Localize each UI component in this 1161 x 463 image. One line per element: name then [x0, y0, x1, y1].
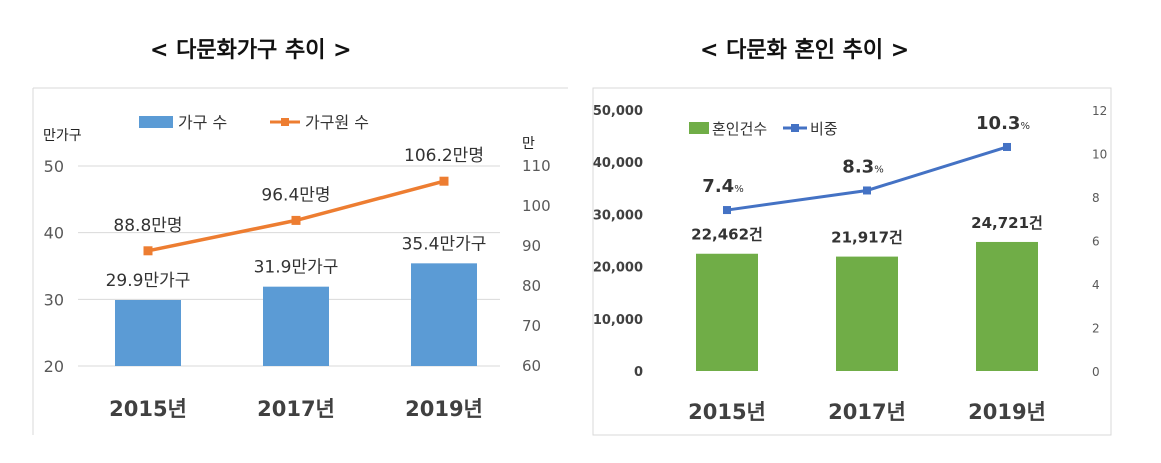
bar-data-label: 24,721건	[971, 214, 1043, 232]
y2-tick-label: 90	[522, 237, 541, 255]
legend-label: 가구원 수	[305, 113, 369, 132]
y-tick-label: 10,000	[593, 313, 643, 328]
y2-tick-label: 70	[522, 317, 541, 335]
legend-swatch-bar	[689, 122, 709, 134]
line-point	[723, 206, 731, 215]
line-data-label-value: 7.4	[702, 176, 734, 197]
bar	[836, 256, 898, 371]
line-data-label-unit: %	[1020, 121, 1030, 132]
line-data-label: 7.4%	[702, 176, 743, 197]
legend-marker	[281, 118, 289, 126]
x-tick-label: 2015년	[688, 400, 766, 424]
y2-tick-label: 10	[1092, 148, 1107, 162]
x-tick-label: 2019년	[968, 400, 1046, 424]
y-tick-label: 20	[44, 357, 64, 376]
bar-data-label: 21,917건	[831, 229, 903, 247]
line-data-label-unit: %	[874, 164, 884, 175]
legend-label: 가구 수	[178, 113, 227, 132]
legend-marker	[791, 124, 799, 132]
bar-data-label: 31.9만가구	[254, 258, 339, 278]
bar-data-label: 22,462건	[691, 226, 763, 244]
y2-tick-label: 8	[1092, 191, 1100, 205]
line-data-label-value: 8.3	[842, 156, 874, 177]
x-tick-label: 2015년	[109, 397, 187, 421]
y2-tick-label: 60	[522, 357, 541, 375]
bar-data-label: 29.9만가구	[106, 271, 191, 291]
line-point	[863, 186, 871, 195]
y-tick-label: 50	[44, 157, 64, 176]
x-tick-label: 2019년	[405, 397, 483, 421]
y2-tick-label: 12	[1092, 104, 1107, 118]
y-tick-label: 30,000	[593, 208, 643, 223]
legend-swatch-bar	[139, 116, 173, 128]
line-data-label-value: 10.3	[976, 113, 1020, 134]
y-tick-label: 30	[44, 290, 64, 309]
line-data-label: 10.3%	[976, 113, 1030, 134]
y-tick-label: 0	[634, 365, 643, 380]
y-tick-label: 40	[44, 224, 64, 243]
bar	[696, 253, 758, 371]
chart-title-marriages: < 다문화 혼인 추이 >	[700, 38, 910, 63]
line-data-label-unit: %	[734, 184, 744, 195]
line-point	[439, 176, 449, 186]
line-point	[1003, 142, 1011, 151]
legend-label: 혼인건수	[712, 120, 767, 138]
line-data-label: 96.4만명	[261, 185, 330, 205]
line-data-label: 106.2만명	[404, 146, 484, 166]
y-tick-label: 50,000	[593, 104, 643, 119]
line-data-label: 8.3%	[842, 156, 883, 177]
y2-tick-label: 0	[1092, 365, 1100, 379]
legend-label: 비중	[810, 120, 838, 138]
y2-tick-label: 4	[1092, 278, 1100, 292]
x-tick-label: 2017년	[257, 397, 335, 421]
x-tick-label: 2017년	[828, 400, 906, 424]
bar	[411, 263, 477, 366]
y2-tick-label: 100	[522, 197, 551, 215]
bar	[976, 241, 1038, 371]
y-tick-label: 40,000	[593, 156, 643, 171]
bar	[115, 300, 181, 366]
y2-tick-label: 2	[1092, 322, 1100, 336]
y2-tick-label: 80	[522, 277, 541, 295]
line-data-label: 88.8만명	[113, 216, 182, 236]
y-tick-label: 20,000	[593, 261, 643, 276]
panel-border	[592, 87, 1112, 436]
line-point	[291, 215, 301, 225]
line-point	[143, 246, 153, 256]
y2-tick-label: 6	[1092, 235, 1100, 249]
chart-title-households: < 다문화가구 추이 >	[150, 38, 352, 63]
y2-tick-label: 110	[522, 157, 551, 175]
y-axis-unit: 만가구	[43, 128, 82, 144]
bar-data-label: 35.4만가구	[402, 234, 487, 254]
bar	[263, 286, 329, 366]
y2-axis-unit: 만	[522, 136, 535, 152]
